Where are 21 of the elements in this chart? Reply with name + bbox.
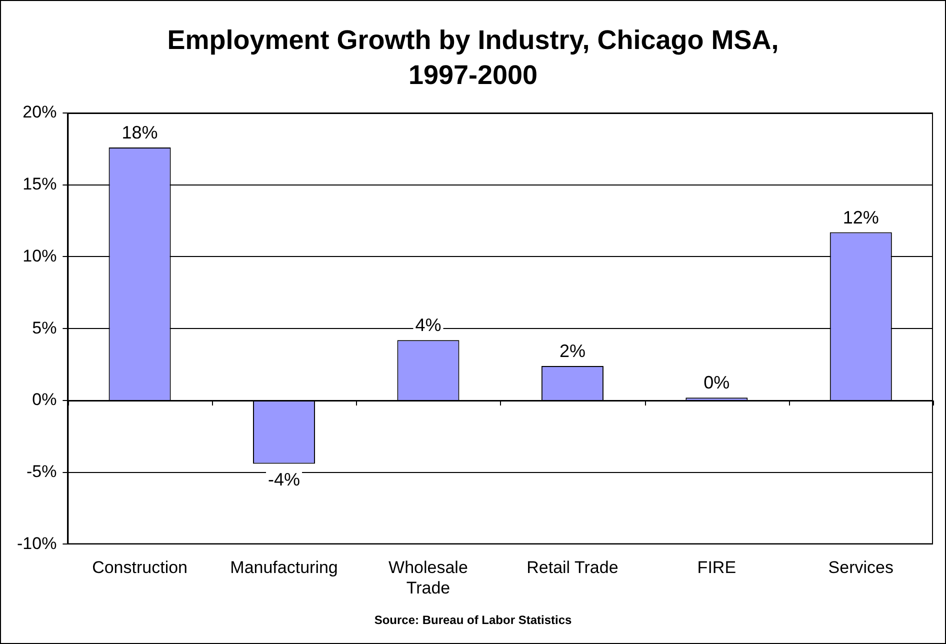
x-tick-label: Manufacturing bbox=[230, 558, 338, 578]
y-tick-label: -10% bbox=[17, 534, 57, 553]
data-label: 2% bbox=[559, 340, 586, 361]
x-tick-label: Services bbox=[828, 558, 894, 578]
data-label: 0% bbox=[704, 372, 730, 393]
x-tick-label: FIRE bbox=[697, 558, 736, 578]
data-label: 12% bbox=[842, 207, 879, 228]
data-label: -4% bbox=[268, 470, 300, 490]
x-tick-label: Construction bbox=[92, 558, 188, 578]
y-tick-label: 5% bbox=[32, 318, 57, 338]
y-tick-label: 0% bbox=[32, 390, 57, 410]
y-tick-label: -5% bbox=[26, 462, 57, 482]
chart-title: Employment Growth by Industry, Chicago MSA, 1997-2000 bbox=[166, 24, 780, 92]
y-tick-label: 20% bbox=[22, 102, 57, 122]
data-label: 18% bbox=[122, 122, 158, 142]
source-note: Source: Bureau of Labor Statistics bbox=[373, 613, 573, 627]
y-tick-label: 10% bbox=[22, 246, 57, 266]
y-tick-label: 15% bbox=[22, 174, 57, 194]
x-tick-label: Wholesale Trade bbox=[388, 558, 468, 598]
data-label: 4% bbox=[415, 315, 442, 336]
x-tick-label: Retail Trade bbox=[526, 558, 618, 578]
